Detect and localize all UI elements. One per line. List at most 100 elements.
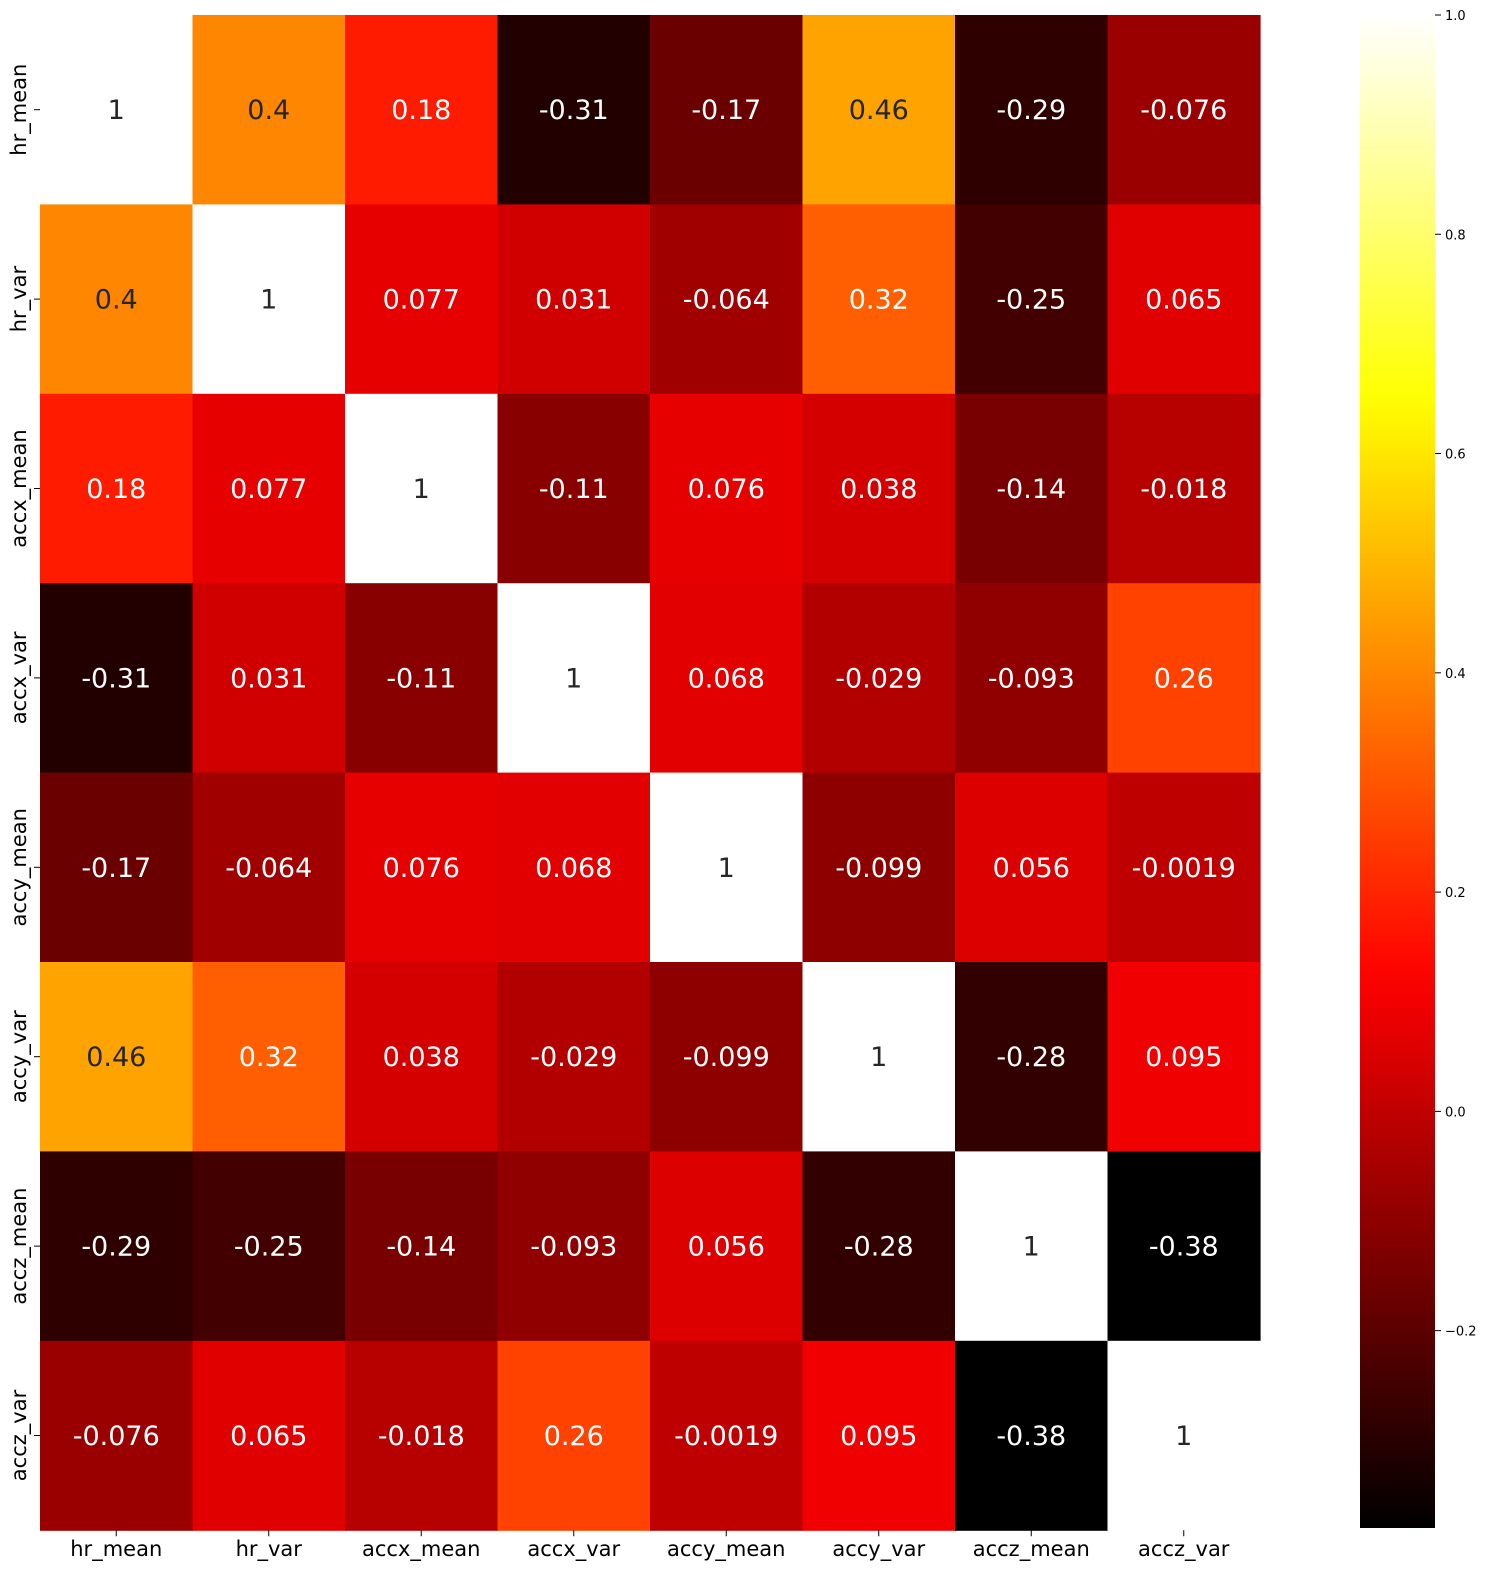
heatmap-cell <box>955 1151 1109 1342</box>
cell-value-label: 0.26 <box>1154 663 1214 694</box>
y-axis-ticks: hr_mean hr_var accx_mean accx_var accy_meana… <box>7 64 40 1481</box>
heatmap-cell <box>345 393 499 584</box>
heatmap-cell <box>497 204 651 395</box>
y-tick-label: hr_mean <box>7 64 32 156</box>
x-tick-label: accz_var <box>1138 1537 1230 1562</box>
heatmap-cell <box>802 393 956 584</box>
cell-value-label: 0.4 <box>247 95 290 126</box>
colorbar-tick-label: 0.0 <box>1445 1105 1466 1120</box>
cell-value-label: -0.093 <box>530 1232 617 1263</box>
heatmap-cell <box>345 1340 499 1531</box>
cell-value-label: -0.064 <box>225 853 312 884</box>
cell-value-label: 0.038 <box>840 474 917 505</box>
heatmap-cell-labels: 1 0.4 0.18 -0.31 -0.17 0.46 -0.29 -0.076 0.4 1 0.0… <box>73 95 1236 1452</box>
cell-value-label: 0.068 <box>688 663 765 694</box>
heatmap-cell <box>1107 15 1261 205</box>
colorbar-tick-label: 1.0 <box>1445 9 1466 24</box>
cell-value-label: -0.25 <box>234 1232 304 1263</box>
x-axis-ticks: hr_mean hr_var accx_mean accx_var accy_mean a… <box>70 1530 1230 1562</box>
heatmap-cell <box>497 583 651 774</box>
heatmap-cell <box>40 772 194 963</box>
heatmap-cell <box>802 1340 956 1531</box>
heatmap-cell <box>1107 962 1261 1152</box>
heatmap-cell <box>802 583 956 774</box>
heatmap-cell <box>955 15 1109 205</box>
heatmap-cell <box>192 393 346 584</box>
heatmap-cell <box>955 393 1109 584</box>
heatmap-cell <box>497 772 651 963</box>
cell-value-label: -0.38 <box>996 1421 1066 1452</box>
cell-value-label: -0.17 <box>691 95 761 126</box>
heatmap-cell <box>802 15 956 205</box>
heatmap-cell <box>345 583 499 774</box>
heatmap-cell <box>345 962 499 1152</box>
colorbar-tick-label: 0.4 <box>1445 667 1466 682</box>
colorbar-tick-label: 0.6 <box>1445 448 1466 463</box>
cell-value-label: 0.056 <box>993 853 1070 884</box>
y-tick-label: accz_mean <box>7 1188 32 1305</box>
cell-value-label: -0.17 <box>81 853 151 884</box>
heatmap-cell <box>192 962 346 1152</box>
heatmap-cell <box>192 1151 346 1342</box>
heatmap-cell <box>40 1151 194 1342</box>
heatmap-cell <box>192 15 346 205</box>
heatmap-cell <box>40 1340 194 1531</box>
cell-value-label: -0.093 <box>988 663 1075 694</box>
cell-value-label: 1 <box>870 1042 887 1073</box>
heatmap-cells <box>40 15 1261 1531</box>
cell-value-label: 0.068 <box>535 853 612 884</box>
cell-value-label: -0.11 <box>539 474 609 505</box>
heatmap-cell <box>345 772 499 963</box>
colorbar-tick-label: 0.8 <box>1445 228 1466 243</box>
heatmap-cell <box>40 204 194 395</box>
cell-value-label: 0.065 <box>1145 285 1222 316</box>
colorbar-tick-label: −0.2 <box>1445 1325 1477 1340</box>
cell-value-label: 0.056 <box>688 1232 765 1263</box>
heatmap-cell <box>650 1151 804 1342</box>
cell-value-label: -0.0019 <box>1132 853 1236 884</box>
heatmap-cell <box>40 962 194 1152</box>
heatmap-cell <box>1107 1151 1261 1342</box>
y-tick-label: accx_var <box>7 631 32 724</box>
heatmap-cell <box>40 583 194 774</box>
cell-value-label: 0.4 <box>95 285 138 316</box>
cell-value-label: -0.0019 <box>674 1421 778 1452</box>
heatmap-cell <box>1107 583 1261 774</box>
cell-value-label: 0.46 <box>849 95 909 126</box>
y-tick-label: accz_var <box>7 1389 32 1481</box>
x-tick-label: hr_mean <box>70 1537 162 1562</box>
cell-value-label: 0.18 <box>391 95 451 126</box>
cell-value-label: -0.25 <box>996 285 1066 316</box>
cell-value-label: 1 <box>565 663 582 694</box>
heatmap-cell <box>955 1340 1109 1531</box>
cell-value-label: 0.031 <box>535 285 612 316</box>
heatmap-cell <box>802 1151 956 1342</box>
cell-value-label: 0.076 <box>688 474 765 505</box>
cell-value-label: -0.099 <box>683 1042 770 1073</box>
cell-value-label: -0.029 <box>835 663 922 694</box>
cell-value-label: -0.099 <box>835 853 922 884</box>
heatmap-cell <box>192 1340 346 1531</box>
cell-value-label: 0.077 <box>230 474 307 505</box>
colorbar-tick-label: 0.2 <box>1445 886 1466 901</box>
cell-value-label: -0.28 <box>844 1232 914 1263</box>
x-tick-label: accz_mean <box>973 1537 1090 1562</box>
cell-value-label: 1 <box>718 853 735 884</box>
heatmap-cell <box>497 962 651 1152</box>
heatmap-cell <box>40 393 194 584</box>
cell-value-label: -0.29 <box>81 1232 151 1263</box>
heatmap-cell <box>497 15 651 205</box>
cell-value-label: 0.32 <box>239 1042 299 1073</box>
cell-value-label: 0.32 <box>849 285 909 316</box>
heatmap-cell <box>345 204 499 395</box>
cell-value-label: -0.38 <box>1149 1232 1219 1263</box>
heatmap-cell <box>955 772 1109 963</box>
heatmap-cell <box>40 15 194 205</box>
cell-value-label: 0.26 <box>544 1421 604 1452</box>
heatmap-cell <box>345 1151 499 1342</box>
cell-value-label: 0.076 <box>383 853 460 884</box>
heatmap-cell <box>802 962 956 1152</box>
x-tick-label: accy_var <box>832 1537 925 1562</box>
cell-value-label: -0.018 <box>378 1421 465 1452</box>
